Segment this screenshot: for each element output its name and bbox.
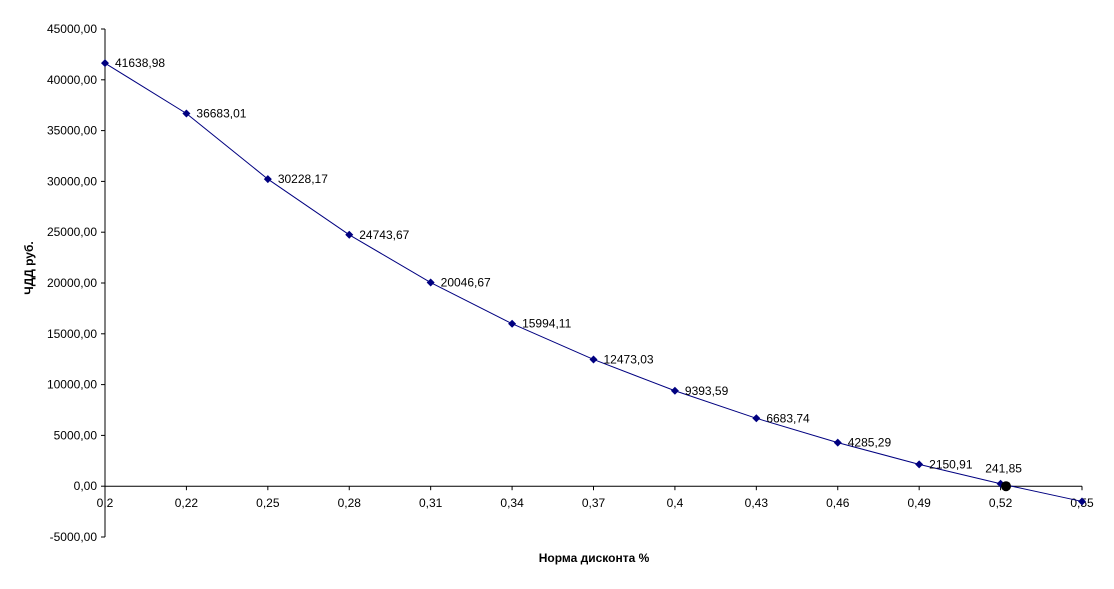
data-label: 20046,67 — [441, 276, 491, 290]
data-point — [670, 386, 679, 395]
data-label: 30228,17 — [278, 172, 328, 186]
y-tick-label: -5000,00 — [50, 530, 98, 544]
data-point — [1078, 497, 1086, 506]
data-point — [426, 278, 435, 287]
data-label: 15994,11 — [522, 317, 571, 331]
x-tick-label: 0,46 — [826, 496, 850, 510]
data-label: 9393,59 — [685, 384, 729, 398]
data-label: 24743,67 — [359, 228, 409, 242]
y-tick-label: 45000,00 — [47, 22, 97, 36]
x-tick-label: 0,34 — [500, 496, 524, 510]
data-point — [345, 230, 354, 239]
y-tick-label: 0,00 — [74, 479, 98, 493]
series-line — [104, 62, 1083, 502]
data-point — [752, 414, 761, 423]
data-label: 6683,74 — [766, 411, 810, 425]
data-point — [263, 175, 272, 184]
series-npv — [101, 59, 1086, 506]
data-label: 241,85 — [985, 462, 1022, 476]
x-tick-label: 0,4 — [667, 496, 684, 510]
data-point — [182, 109, 191, 118]
y-tick-label: 5000,00 — [54, 428, 98, 442]
data-point — [508, 319, 517, 328]
data-label: 2150,91 — [929, 457, 973, 471]
y-tick-label: 10000,00 — [47, 378, 97, 392]
x-tick-label: 0,37 — [582, 496, 606, 510]
y-tick-label: 15000,00 — [47, 327, 97, 341]
y-tick-label: 35000,00 — [47, 124, 97, 138]
data-point — [915, 460, 924, 469]
data-label: 4285,29 — [848, 436, 892, 450]
x-tick-label: 0,28 — [338, 496, 362, 510]
data-point — [833, 438, 842, 447]
data-labels: 41638,98 36683,01 30228,17 24743,67 20046,67… — [115, 56, 1022, 476]
y-tick-label: 30000,00 — [47, 174, 97, 188]
data-point — [589, 355, 598, 364]
data-label: 41638,98 — [115, 56, 165, 70]
y-tick-label: 40000,00 — [47, 73, 97, 87]
data-label: 12473,03 — [604, 352, 654, 366]
x-axis-title: Норма дисконта % — [539, 551, 650, 565]
data-label: 36683,01 — [196, 107, 246, 121]
data-point — [101, 59, 109, 68]
x-axis: 0,2 0,22 0,25 0,28 0,31 0,34 0,37 0,4 0,43 0,46 0,… — [97, 485, 1094, 510]
x-tick-label: 0,22 — [175, 496, 199, 510]
y-tick-label: 25000,00 — [47, 225, 97, 239]
x-tick-label: 0,31 — [419, 496, 443, 510]
y-tick-label: 20000,00 — [47, 276, 97, 290]
x-tick-label: 0,49 — [907, 496, 931, 510]
y-axis: -5000,00 0,00 5000,00 10000,00 15000,00 20000… — [47, 22, 106, 544]
x-tick-label: 0,52 — [989, 496, 1013, 510]
x-tick-label: 0,43 — [745, 496, 769, 510]
y-axis-title: ЧДД руб. — [22, 241, 36, 294]
x-tick-label: 0,25 — [256, 496, 280, 510]
x-tick-label: 0,2 — [97, 496, 114, 510]
irr-point — [1001, 481, 1012, 492]
